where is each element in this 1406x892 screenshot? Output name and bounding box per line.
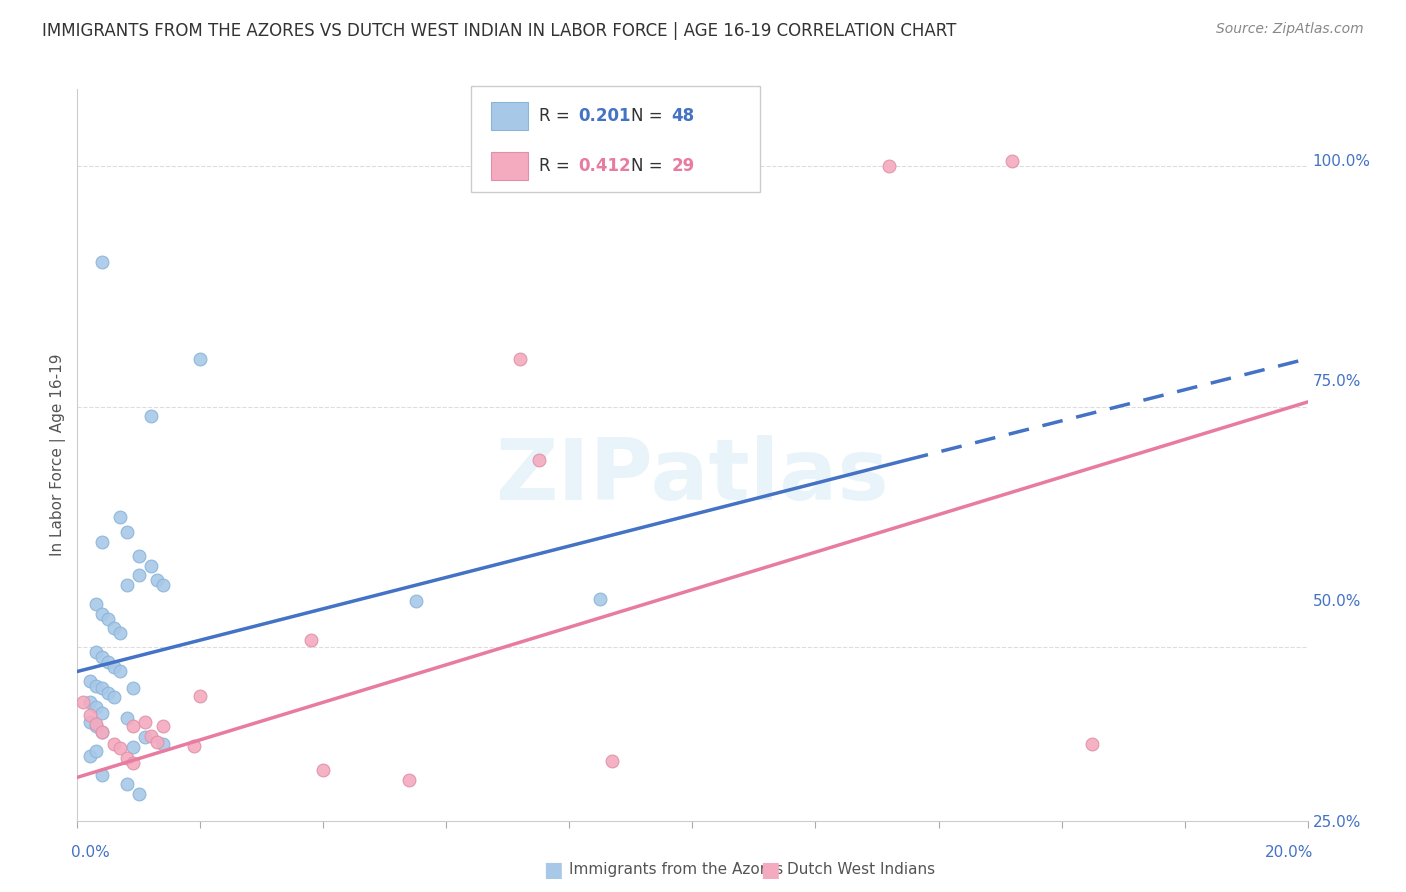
Point <box>103 690 125 705</box>
Point <box>128 568 150 582</box>
Text: ■: ■ <box>543 860 562 880</box>
Point <box>97 611 120 625</box>
Y-axis label: In Labor Force | Age 16-19: In Labor Force | Age 16-19 <box>51 353 66 557</box>
Point <box>115 524 138 539</box>
Text: R =: R = <box>538 107 575 126</box>
Point <box>110 626 132 640</box>
Point <box>866 886 889 892</box>
Point <box>90 255 114 269</box>
Point <box>128 549 150 563</box>
Text: Immigrants from the Azores: Immigrants from the Azores <box>569 863 783 877</box>
Point <box>879 159 901 173</box>
Point <box>152 737 174 751</box>
Point <box>121 740 143 755</box>
Point <box>79 715 101 730</box>
Point <box>1081 737 1104 751</box>
Point <box>742 866 765 880</box>
Point <box>128 787 150 801</box>
Point <box>115 711 138 725</box>
Point <box>84 679 107 693</box>
Point <box>115 751 138 765</box>
Point <box>436 881 458 892</box>
Point <box>103 737 125 751</box>
Text: 0.201: 0.201 <box>578 107 630 126</box>
Point <box>146 735 169 749</box>
Point <box>589 592 612 607</box>
Point <box>423 846 446 860</box>
FancyBboxPatch shape <box>471 86 761 192</box>
Point <box>134 715 156 730</box>
FancyBboxPatch shape <box>491 152 527 179</box>
Point <box>115 777 138 791</box>
Text: 29: 29 <box>672 157 695 175</box>
Point <box>110 510 132 524</box>
Point <box>1001 154 1024 169</box>
Point <box>90 681 114 695</box>
Point <box>84 645 107 659</box>
Point <box>121 719 143 733</box>
Point <box>84 744 107 758</box>
Point <box>84 719 107 733</box>
Point <box>299 632 322 647</box>
Point <box>398 773 420 788</box>
Text: Source: ZipAtlas.com: Source: ZipAtlas.com <box>1216 22 1364 37</box>
Point <box>90 650 114 665</box>
Point <box>188 351 212 366</box>
Text: 48: 48 <box>672 107 695 126</box>
Point <box>312 763 335 777</box>
Point <box>97 655 120 669</box>
Point <box>141 558 163 573</box>
Point <box>84 700 107 714</box>
Point <box>79 707 101 722</box>
Point <box>79 695 101 709</box>
Point <box>188 689 212 703</box>
Point <box>90 725 114 739</box>
Point <box>121 681 143 695</box>
Text: ■: ■ <box>761 860 780 880</box>
Point <box>152 719 174 733</box>
Point <box>97 685 120 699</box>
Point <box>90 768 114 782</box>
Point <box>90 607 114 621</box>
Point <box>134 730 156 744</box>
Point <box>817 873 839 888</box>
FancyBboxPatch shape <box>491 103 527 130</box>
Point <box>183 739 205 753</box>
Point <box>84 717 107 731</box>
Point <box>90 706 114 720</box>
Text: 0.412: 0.412 <box>578 157 631 175</box>
Text: 0.0%: 0.0% <box>72 845 110 860</box>
Point <box>141 729 163 743</box>
Point <box>602 754 624 768</box>
Text: IMMIGRANTS FROM THE AZORES VS DUTCH WEST INDIAN IN LABOR FORCE | AGE 16-19 CORRE: IMMIGRANTS FROM THE AZORES VS DUTCH WEST… <box>42 22 956 40</box>
Text: 20.0%: 20.0% <box>1265 845 1313 860</box>
Point <box>90 725 114 739</box>
Point <box>441 890 464 892</box>
Point <box>90 534 114 549</box>
Text: Dutch West Indians: Dutch West Indians <box>787 863 935 877</box>
Point <box>103 621 125 635</box>
Point <box>436 825 458 839</box>
Text: ZIPatlas: ZIPatlas <box>495 435 890 518</box>
Text: N =: N = <box>631 107 668 126</box>
Point <box>103 659 125 673</box>
Point <box>115 578 138 592</box>
Text: R =: R = <box>538 157 575 175</box>
Point <box>121 756 143 770</box>
Point <box>110 741 132 756</box>
Point <box>509 351 531 366</box>
Point <box>146 573 169 587</box>
Point <box>405 594 427 608</box>
Point <box>152 578 174 592</box>
Point <box>84 597 107 611</box>
Point <box>79 749 101 764</box>
Text: N =: N = <box>631 157 668 175</box>
Point <box>72 695 94 709</box>
Point <box>79 674 101 689</box>
Point <box>141 409 163 424</box>
Point <box>110 665 132 679</box>
Point <box>527 452 550 467</box>
